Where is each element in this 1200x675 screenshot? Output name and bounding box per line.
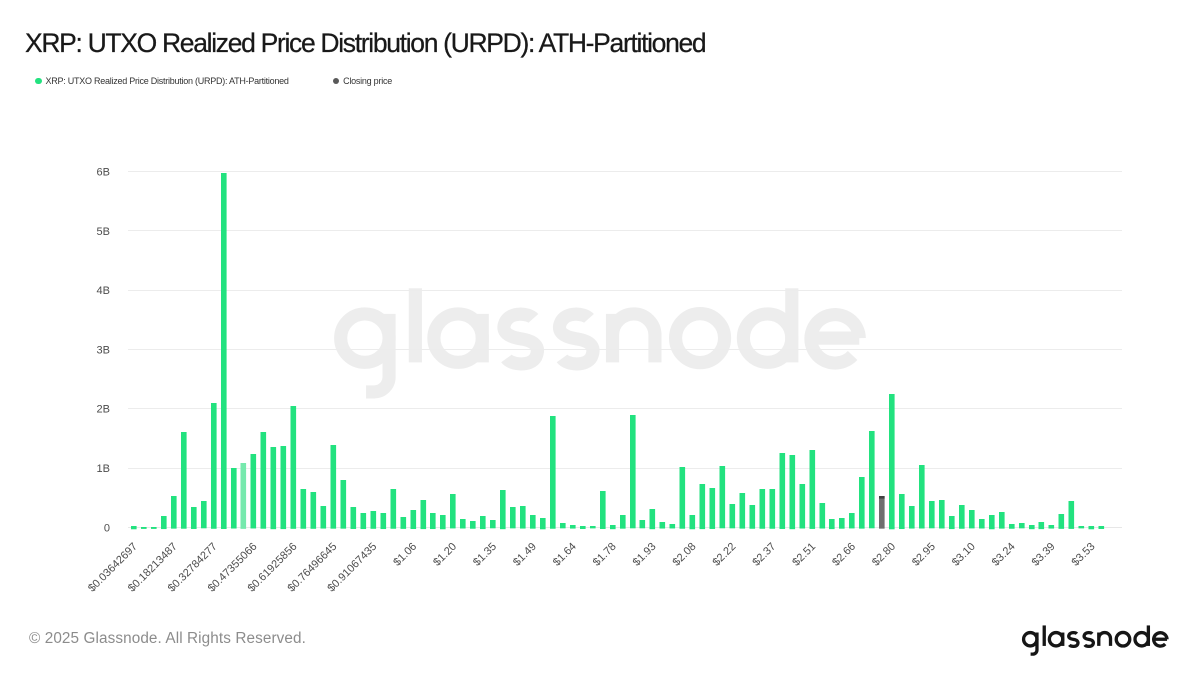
svg-text:$1.64: $1.64: [551, 541, 579, 569]
svg-text:$1.49: $1.49: [511, 541, 539, 569]
svg-text:$2.80: $2.80: [870, 541, 898, 569]
svg-text:0: 0: [104, 522, 110, 534]
svg-text:$2.95: $2.95: [910, 541, 938, 569]
svg-text:$2.08: $2.08: [671, 541, 699, 569]
svg-text:2B: 2B: [97, 404, 110, 416]
svg-text:4B: 4B: [97, 285, 110, 297]
svg-text:$2.37: $2.37: [750, 541, 778, 569]
svg-text:$2.22: $2.22: [710, 541, 738, 569]
svg-text:$2.51: $2.51: [790, 541, 818, 569]
svg-text:$3.53: $3.53: [1070, 541, 1098, 569]
svg-text:$3.10: $3.10: [950, 541, 978, 569]
svg-text:$1.35: $1.35: [471, 541, 499, 569]
svg-text:5B: 5B: [97, 226, 110, 238]
svg-text:$3.39: $3.39: [1030, 541, 1058, 569]
svg-text:$1.06: $1.06: [391, 541, 419, 569]
svg-text:$3.24: $3.24: [990, 541, 1018, 569]
svg-text:$2.66: $2.66: [830, 541, 858, 569]
svg-text:3B: 3B: [97, 344, 110, 356]
svg-text:1B: 1B: [97, 463, 110, 475]
svg-text:$1.20: $1.20: [431, 541, 459, 569]
svg-text:$1.78: $1.78: [591, 541, 619, 569]
svg-text:$1.93: $1.93: [631, 541, 659, 569]
svg-text:6B: 6B: [97, 166, 110, 178]
